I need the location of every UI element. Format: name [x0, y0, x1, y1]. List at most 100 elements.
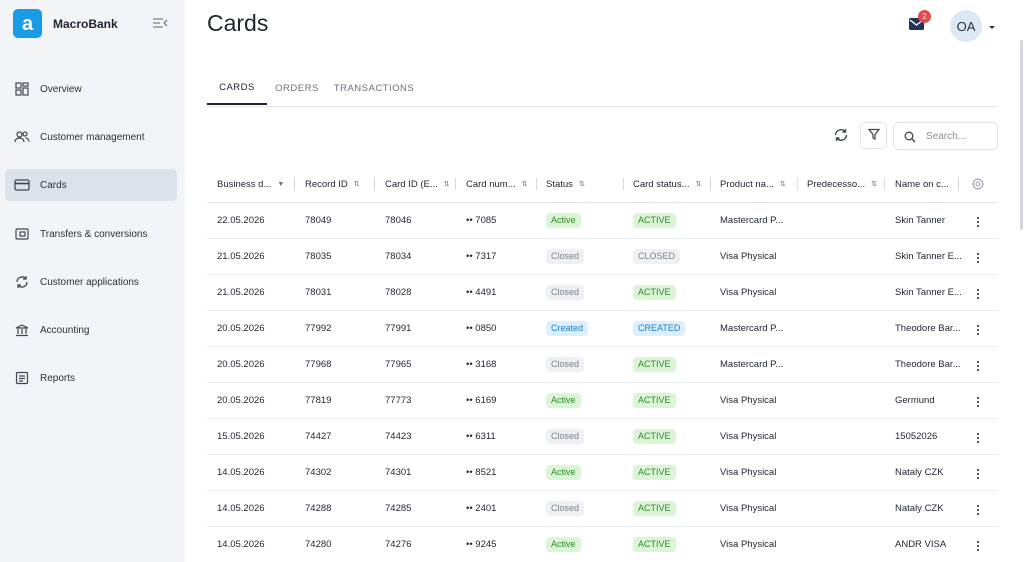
caret-down-icon[interactable] — [987, 19, 997, 29]
row-menu-icon[interactable] — [975, 467, 981, 480]
refresh-icon[interactable] — [833, 127, 849, 143]
column-separator[interactable] — [455, 178, 456, 190]
status-badge: ACTIVE — [633, 357, 676, 372]
cell-name-on-card: Theodore Bar... — [895, 323, 961, 334]
column-header-card-status[interactable]: Card status... ⇅ — [633, 166, 701, 202]
card-icon — [14, 177, 30, 193]
row-menu-icon[interactable] — [975, 431, 981, 444]
row-menu-icon[interactable] — [975, 215, 981, 228]
sidebar: a MacroBank Overview Customer management… — [0, 0, 185, 562]
cell-record-id: 78049 — [305, 215, 332, 226]
brand-name: MacroBank — [53, 16, 118, 31]
cell-status: Active — [546, 527, 581, 562]
tab-cards[interactable]: CARDS — [207, 72, 267, 105]
search-box[interactable] — [893, 122, 998, 150]
column-separator[interactable] — [797, 178, 798, 190]
column-header-name-on-card[interactable]: Name on c... — [895, 166, 949, 202]
column-separator[interactable] — [710, 178, 711, 190]
tab-orders[interactable]: ORDERS — [275, 83, 319, 94]
status-badge: Active — [546, 393, 581, 408]
avatar[interactable]: OA — [950, 10, 982, 42]
cell-card-id: 78028 — [385, 287, 412, 298]
column-separator[interactable] — [884, 178, 885, 190]
row-menu-icon[interactable] — [975, 251, 981, 264]
filter-button[interactable] — [860, 122, 887, 149]
table-row[interactable]: 20.05.2026 77819 77773 •• 6169 Active ACTIVE V… — [207, 383, 998, 419]
cell-business-date: 20.05.2026 — [217, 359, 265, 370]
cell-card-number: •• 7317 — [466, 251, 497, 262]
cell-name-on-card: Nataly CZK — [895, 467, 944, 478]
sidebar-item-customer-applications[interactable]: Customer applications — [5, 266, 177, 298]
scrollbar[interactable] — [1020, 40, 1023, 230]
cell-record-id: 77968 — [305, 359, 332, 370]
tab-transactions[interactable]: TRANSACTIONS — [333, 83, 415, 94]
status-badge: Active — [546, 537, 581, 552]
cell-card-status: ACTIVE — [633, 419, 676, 454]
cell-product-name: Visa Physical — [720, 503, 777, 514]
column-separator[interactable] — [958, 178, 959, 190]
column-header-product-name[interactable]: Product na... ⇅ — [720, 166, 786, 202]
column-header-predecessor[interactable]: Predecesso... ⇅ — [807, 166, 877, 202]
column-header-record-id[interactable]: Record ID ⇅ — [305, 166, 360, 202]
cell-record-id: 78035 — [305, 251, 332, 262]
column-separator[interactable] — [536, 178, 537, 190]
cell-card-number: •• 0850 — [466, 323, 497, 334]
cell-product-name: Mastercard P... — [720, 359, 784, 370]
row-menu-icon[interactable] — [975, 503, 981, 516]
status-badge: Created — [546, 321, 589, 336]
cell-business-date: 20.05.2026 — [217, 323, 265, 334]
row-menu-icon[interactable] — [975, 287, 981, 300]
column-header-status[interactable]: Status ⇅ — [546, 166, 585, 202]
sidebar-item-overview[interactable]: Overview — [5, 73, 177, 105]
column-separator[interactable] — [294, 178, 295, 190]
filter-icon — [867, 127, 880, 145]
sidebar-item-label: Accounting — [40, 324, 90, 336]
table-row[interactable]: 21.05.2026 78031 78028 •• 4491 Closed ACTIVE V… — [207, 275, 998, 311]
column-header-card-id[interactable]: Card ID (E... ⇅ — [385, 166, 450, 202]
column-label: Name on c... — [895, 178, 949, 190]
cell-name-on-card: Germund — [895, 395, 935, 406]
cell-status: Closed — [546, 239, 585, 274]
cell-business-date: 14.05.2026 — [217, 467, 265, 478]
cell-card-status: ACTIVE — [633, 455, 676, 490]
row-menu-icon[interactable] — [975, 395, 981, 408]
cell-card-id: 77991 — [385, 323, 412, 334]
table-row[interactable]: 22.05.2026 78049 78046 •• 7085 Active ACTIVE M… — [207, 203, 998, 239]
cell-card-id: 74423 — [385, 431, 412, 442]
column-header-business-date[interactable]: Business d... ▼ — [217, 166, 284, 202]
table-row[interactable]: 20.05.2026 77968 77965 •• 3168 Closed ACTIVE M… — [207, 347, 998, 383]
column-separator[interactable] — [374, 178, 375, 190]
cell-record-id: 74302 — [305, 467, 332, 478]
row-menu-icon[interactable] — [975, 359, 981, 372]
sidebar-item-customer-management[interactable]: Customer management — [5, 121, 177, 153]
status-badge: Active — [546, 465, 581, 480]
collapse-sidebar-icon[interactable] — [151, 15, 169, 31]
sidebar-item-reports[interactable]: Reports — [5, 362, 177, 394]
column-label: Record ID — [305, 178, 348, 190]
cell-status: Closed — [546, 275, 585, 310]
sort-desc-icon: ▼ — [277, 180, 285, 188]
sidebar-item-transfers[interactable]: Transfers & conversions — [5, 218, 177, 250]
cell-card-number: •• 3168 — [466, 359, 497, 370]
table-row[interactable]: 14.05.2026 74288 74285 •• 2401 Closed ACTIVE V… — [207, 491, 998, 527]
search-input[interactable] — [924, 129, 998, 143]
sidebar-item-cards[interactable]: Cards — [5, 169, 177, 201]
cell-card-status: ACTIVE — [633, 491, 676, 526]
row-menu-icon[interactable] — [975, 539, 981, 552]
table-row[interactable]: 15.05.2026 74427 74423 •• 6311 Closed ACTIVE V… — [207, 419, 998, 455]
table-row[interactable]: 14.05.2026 74302 74301 •• 8521 Active ACTIVE V… — [207, 455, 998, 491]
table-row[interactable]: 14.05.2026 74280 74276 •• 9245 Active ACTIVE V… — [207, 527, 998, 562]
table-row[interactable]: 21.05.2026 78035 78034 •• 7317 Closed CLOSED V… — [207, 239, 998, 275]
column-header-card-number[interactable]: Card num... ⇅ — [466, 166, 528, 202]
column-separator[interactable] — [623, 178, 624, 190]
cell-card-status: ACTIVE — [633, 347, 676, 382]
row-menu-icon[interactable] — [975, 323, 981, 336]
sidebar-item-accounting[interactable]: Accounting — [5, 314, 177, 346]
column-settings-icon[interactable] — [971, 177, 985, 191]
cell-card-number: •• 2401 — [466, 503, 497, 514]
brand[interactable]: a MacroBank — [13, 9, 118, 38]
cell-record-id: 78031 — [305, 287, 332, 298]
sidebar-item-label: Customer applications — [40, 276, 139, 288]
table-row[interactable]: 20.05.2026 77992 77991 •• 0850 Created CREATE… — [207, 311, 998, 347]
